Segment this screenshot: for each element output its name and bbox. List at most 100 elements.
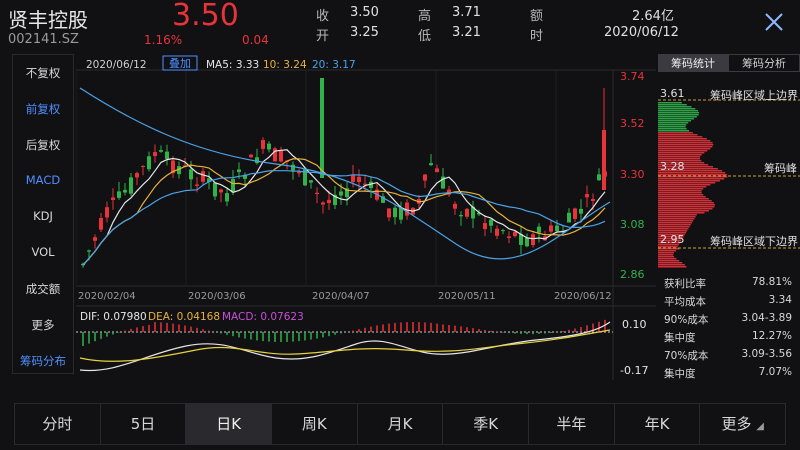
tab-half-year[interactable]: 半年 xyxy=(529,404,615,444)
candle-body xyxy=(423,174,427,181)
chip-bar xyxy=(658,132,693,134)
chip-bar xyxy=(658,164,709,166)
ma-line xyxy=(82,149,606,266)
candle-body xyxy=(495,228,499,236)
candle-body xyxy=(213,182,217,197)
tab-chip-stats[interactable]: 筹码统计 xyxy=(658,54,728,72)
chip-bar xyxy=(658,190,702,192)
tab-more[interactable]: 更多 ◢ xyxy=(700,404,785,444)
x-date-label: 2020/02/04 xyxy=(78,291,136,302)
change-amount: 0.04 xyxy=(242,33,269,47)
chip-bar xyxy=(658,112,700,114)
overlay-button-frame[interactable] xyxy=(162,55,198,71)
quote-value-time: 2020/06/12 xyxy=(604,25,679,40)
x-date-label: 2020/06/12 xyxy=(554,291,612,302)
chip-bar xyxy=(658,252,674,254)
candle-body xyxy=(297,171,301,174)
macd-label: MACD: xyxy=(222,311,257,323)
y-tick-label: 3.30 xyxy=(620,168,645,181)
chip-bar xyxy=(658,262,683,264)
tab-more-label: 更多 xyxy=(721,415,752,433)
chip-bar xyxy=(658,218,695,220)
menu-item-macd[interactable]: MACD xyxy=(25,173,61,187)
chip-bar xyxy=(658,104,687,106)
tab-monthly-k[interactable]: 月K xyxy=(358,404,444,444)
candle-body xyxy=(351,174,355,182)
candle-body xyxy=(255,157,259,164)
menu-item-turnover[interactable]: 成交额 xyxy=(25,282,61,296)
tab-daily-k[interactable]: 日K xyxy=(186,404,273,444)
candle-body xyxy=(519,234,523,245)
tab-chip-analysis[interactable]: 筹码分析 xyxy=(728,54,800,72)
chip-bar xyxy=(658,210,709,212)
candle-body xyxy=(579,208,583,214)
tab-intraday[interactable]: 分时 xyxy=(15,404,101,444)
candle-body xyxy=(363,183,367,185)
chip-bar xyxy=(658,258,677,260)
chip-bar xyxy=(658,200,712,202)
candle-body xyxy=(273,148,277,162)
menu-item-more[interactable]: 更多 xyxy=(31,318,55,332)
overlay-button[interactable]: 叠加 xyxy=(169,57,191,70)
chip-panel: 筹码统计 筹码分析 3.61 筹码峰区域上边界 3.28 筹码峰 2.95 筹码… xyxy=(658,54,800,380)
menu-item-no-adjust[interactable]: 不复权 xyxy=(25,66,61,80)
chip-bar xyxy=(658,120,692,122)
chip-bar xyxy=(658,220,694,222)
candle-body xyxy=(111,197,115,201)
tab-yearly-k[interactable]: 年K xyxy=(615,404,701,444)
stat-label: 平均成本 xyxy=(664,296,706,308)
chip-bar xyxy=(658,226,690,228)
menu-item-chip-distribution[interactable]: 筹码分布 xyxy=(20,354,66,368)
candle-body xyxy=(381,196,385,203)
chip-bar xyxy=(658,162,705,164)
menu-item-forward-adjust[interactable]: 前复权 xyxy=(25,102,61,116)
chip-bar xyxy=(658,178,725,180)
candle-body xyxy=(165,151,169,159)
candle-body xyxy=(243,174,247,179)
candle-body xyxy=(567,212,571,223)
candle-body xyxy=(87,250,91,252)
quote-label-open: 开 xyxy=(316,29,330,44)
candle-body xyxy=(105,207,109,218)
triangle-down-icon: ◢ xyxy=(756,421,764,432)
candle-body xyxy=(207,178,211,182)
quote-label-high: 高 xyxy=(418,9,432,24)
candle-body xyxy=(393,207,397,218)
chip-bar xyxy=(658,196,706,198)
tab-weekly-k[interactable]: 周K xyxy=(272,404,358,444)
candle-body xyxy=(201,171,205,182)
x-date-label: 2020/05/11 xyxy=(438,291,496,302)
menu-item-backward-adjust[interactable]: 后复权 xyxy=(25,138,61,152)
menu-item-vol[interactable]: VOL xyxy=(31,245,55,259)
chart-date: 2020/06/12 xyxy=(86,59,147,71)
chip-bar xyxy=(658,176,728,178)
chip-bar xyxy=(658,110,698,112)
candle-body xyxy=(189,169,193,180)
ma5-value: 3.33 xyxy=(236,59,259,71)
chip-bar xyxy=(658,186,707,188)
chip-bar xyxy=(658,146,713,148)
menu-item-kdj[interactable]: KDJ xyxy=(33,209,53,223)
chip-bar xyxy=(658,148,711,150)
chip-bar xyxy=(658,208,713,210)
quote-value-open: 3.25 xyxy=(350,25,379,40)
chip-bar xyxy=(658,248,680,250)
candle-body xyxy=(405,202,409,216)
chip-distribution-chart xyxy=(658,99,800,268)
tab-5day[interactable]: 5日 xyxy=(101,404,187,444)
quote-label-amount: 额 xyxy=(530,9,544,24)
kline-chart[interactable]: 2020/06/12 叠加 MA5: 3.33 10: 3.24 20: 3.1… xyxy=(75,54,656,380)
candle-body xyxy=(345,188,349,198)
quote-value-amount: 2.64亿 xyxy=(632,9,674,24)
quote-label-close: 收 xyxy=(316,9,330,24)
tab-quarterly-k[interactable]: 季K xyxy=(443,404,530,444)
candle-body xyxy=(279,150,283,162)
chip-bar xyxy=(658,198,709,200)
kline-chart-svg[interactable]: 2020/06/12 叠加 MA5: 3.33 10: 3.24 20: 3.1… xyxy=(75,54,656,380)
dif-value: 0.07980 xyxy=(103,311,146,323)
close-icon[interactable] xyxy=(760,8,788,36)
ma-line xyxy=(79,87,611,260)
chip-bar xyxy=(658,168,718,170)
candle-body xyxy=(525,237,529,247)
y-tick-label: 3.08 xyxy=(620,218,645,231)
